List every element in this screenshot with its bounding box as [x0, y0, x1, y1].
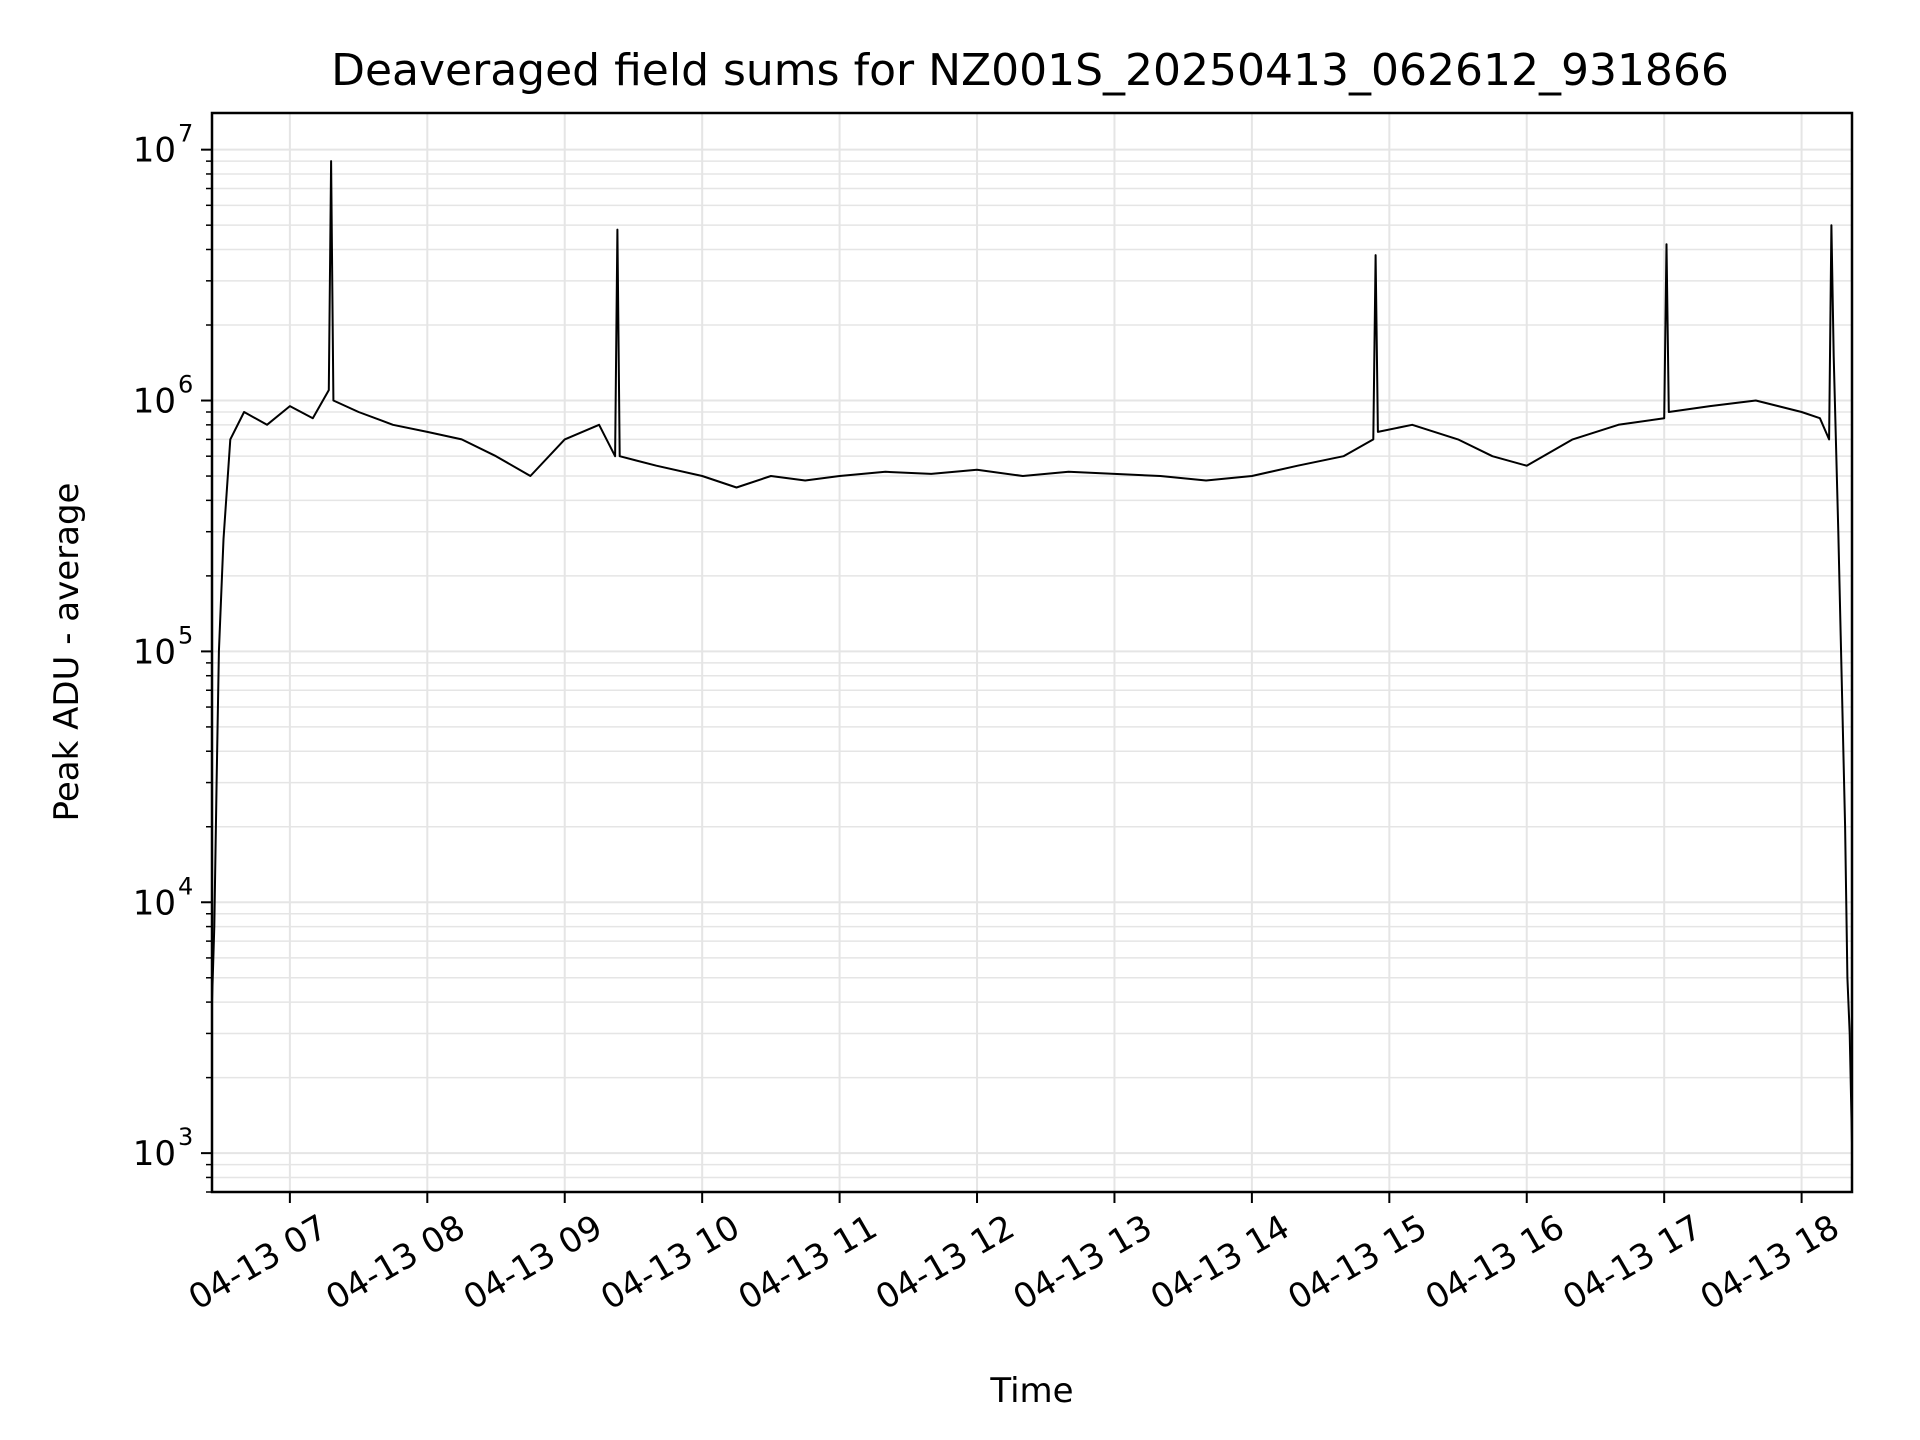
chart-title: Deaveraged field sums for NZ001S_2025041… — [331, 45, 1729, 96]
series-line — [211, 160, 1853, 1143]
x-axis-label: Time — [989, 1371, 1073, 1411]
x-tick-label: 04-13 18 — [1694, 1207, 1846, 1318]
y-axis-label: Peak ADU - average — [47, 483, 87, 822]
x-tick-label: 04-13 10 — [594, 1207, 746, 1318]
x-tick-label: 04-13 17 — [1556, 1207, 1708, 1318]
y-tick-label: 10 — [133, 1134, 176, 1174]
y-tick-exponent: 6 — [178, 371, 193, 399]
y-tick-exponent: 5 — [178, 621, 193, 649]
y-tick-exponent: 7 — [178, 120, 193, 148]
series-layer — [211, 160, 1853, 1143]
y-tick-label: 10 — [133, 632, 176, 672]
x-tick-label: 04-13 16 — [1419, 1207, 1571, 1318]
plot-frame — [210, 111, 1854, 1194]
y-tick-exponent: 3 — [178, 1123, 193, 1151]
x-tick-label: 04-13 07 — [182, 1207, 334, 1318]
grid — [212, 113, 1852, 1193]
y-tick-label: 10 — [133, 131, 176, 171]
y-tick-label: 10 — [133, 883, 176, 923]
x-tick-label: 04-13 13 — [1007, 1207, 1159, 1318]
x-tick-label: 04-13 12 — [869, 1207, 1021, 1318]
y-tick-exponent: 4 — [178, 872, 193, 900]
x-tick-label: 04-13 08 — [319, 1207, 471, 1318]
x-tick-label: 04-13 11 — [732, 1207, 884, 1318]
x-tick-label: 04-13 15 — [1281, 1207, 1433, 1318]
x-tick-label: 04-13 09 — [457, 1207, 609, 1318]
x-tick-label: 04-13 14 — [1144, 1207, 1296, 1318]
y-tick-label: 10 — [133, 382, 176, 422]
